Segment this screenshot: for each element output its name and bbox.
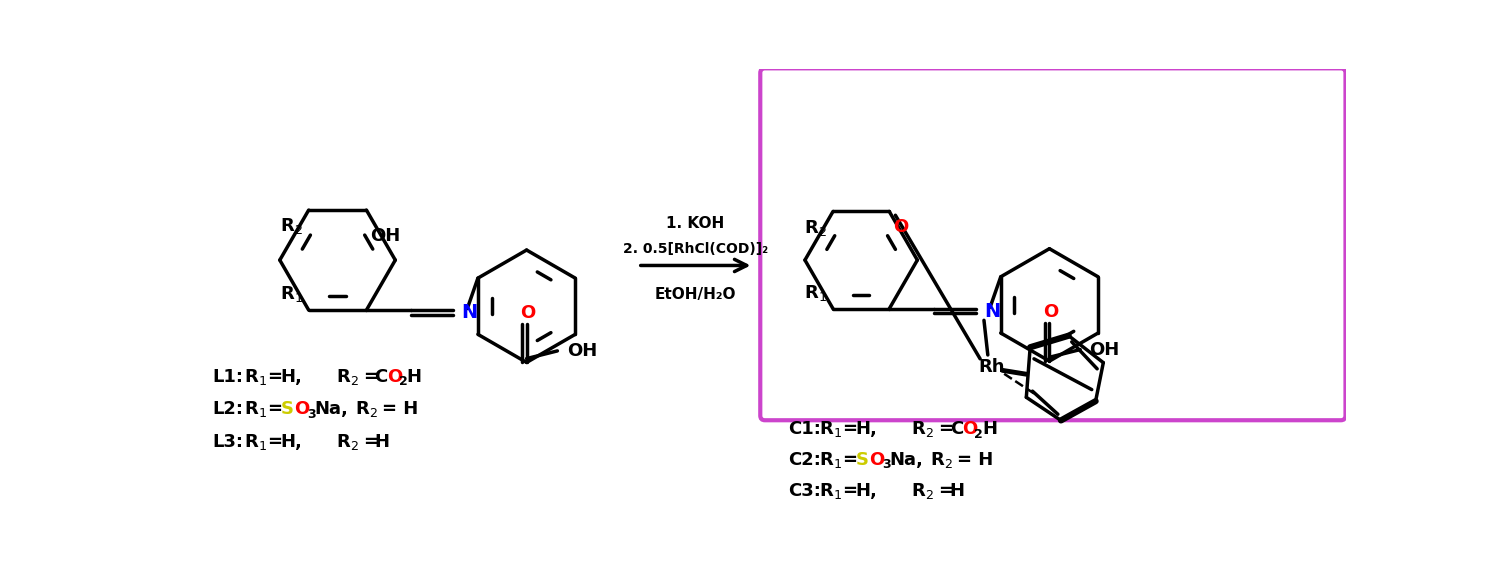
Text: OH: OH <box>1089 340 1119 359</box>
Text: R$_2$: R$_2$ <box>910 481 934 501</box>
Text: O: O <box>1044 303 1059 321</box>
Text: 3: 3 <box>882 458 891 471</box>
Text: H,: H, <box>856 482 877 500</box>
Text: O: O <box>294 400 309 418</box>
Text: C: C <box>375 368 388 386</box>
Text: H: H <box>982 420 998 438</box>
Text: S: S <box>856 451 868 469</box>
Text: =: = <box>938 482 952 500</box>
Text: =: = <box>843 482 864 500</box>
Text: R$_1$: R$_1$ <box>819 481 842 501</box>
Text: OH: OH <box>370 227 400 245</box>
Text: =: = <box>843 451 864 469</box>
Text: O: O <box>387 368 402 386</box>
Text: 2: 2 <box>399 375 408 388</box>
Text: R$_1$: R$_1$ <box>243 432 267 452</box>
Text: C: C <box>950 420 963 438</box>
Text: O: O <box>870 451 885 469</box>
Text: L3:: L3: <box>213 433 244 451</box>
Text: R$_2$: R$_2$ <box>930 450 952 470</box>
Text: =: = <box>363 433 378 451</box>
Text: R$_1$: R$_1$ <box>819 419 842 439</box>
Text: H: H <box>950 482 964 500</box>
Text: H,: H, <box>280 433 303 451</box>
Text: H,: H, <box>856 420 877 438</box>
Text: C2:: C2: <box>788 451 820 469</box>
Text: R$_2$: R$_2$ <box>804 218 826 237</box>
Text: =: = <box>843 420 864 438</box>
Text: H: H <box>375 433 390 451</box>
Text: 3: 3 <box>306 408 315 420</box>
Text: 1. KOH: 1. KOH <box>666 215 724 230</box>
Text: S: S <box>280 400 294 418</box>
Text: R$_2$: R$_2$ <box>336 367 358 387</box>
Text: =: = <box>268 433 290 451</box>
Text: H,: H, <box>280 368 303 386</box>
Text: = H: = H <box>382 400 418 418</box>
Text: Rh: Rh <box>978 358 1005 376</box>
Text: R$_1$: R$_1$ <box>819 450 842 470</box>
Text: R$_2$: R$_2$ <box>336 432 358 452</box>
Text: =: = <box>268 368 290 386</box>
Text: L1:: L1: <box>213 368 244 386</box>
Text: R$_1$: R$_1$ <box>804 283 826 302</box>
Text: Na,: Na, <box>890 451 924 469</box>
Text: R$_2$: R$_2$ <box>279 216 303 236</box>
Text: 2: 2 <box>975 427 982 441</box>
Text: R$_1$: R$_1$ <box>243 400 267 419</box>
Text: OH: OH <box>567 342 597 360</box>
Text: C3:: C3: <box>788 482 820 500</box>
Text: = H: = H <box>957 451 993 469</box>
Text: R$_1$: R$_1$ <box>243 367 267 387</box>
Text: R$_1$: R$_1$ <box>279 284 303 304</box>
Text: R$_2$: R$_2$ <box>356 400 378 419</box>
Text: N: N <box>984 302 1000 321</box>
Text: Na,: Na, <box>315 400 348 418</box>
Text: L2:: L2: <box>213 400 244 418</box>
Text: N: N <box>460 303 477 322</box>
Text: O: O <box>962 420 978 438</box>
Text: H: H <box>406 368 422 386</box>
Text: 2. 0.5[RhCl(COD)]₂: 2. 0.5[RhCl(COD)]₂ <box>622 241 768 256</box>
Text: C1:: C1: <box>788 420 820 438</box>
Text: O: O <box>520 304 536 322</box>
FancyBboxPatch shape <box>760 69 1346 420</box>
Text: =: = <box>363 368 378 386</box>
Text: =: = <box>268 400 290 418</box>
Text: R$_2$: R$_2$ <box>910 419 934 439</box>
Text: EtOH/H₂O: EtOH/H₂O <box>656 287 736 302</box>
Text: =: = <box>938 420 952 438</box>
Text: O: O <box>892 218 909 236</box>
